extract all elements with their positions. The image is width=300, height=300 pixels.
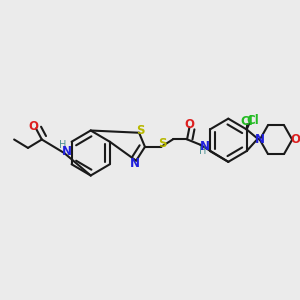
Text: H: H: [199, 146, 206, 156]
Text: N: N: [62, 145, 72, 158]
Text: H: H: [59, 140, 66, 151]
Text: O: O: [290, 133, 300, 146]
Text: N: N: [200, 140, 210, 153]
Text: O: O: [28, 120, 38, 134]
Text: Cl: Cl: [246, 114, 259, 127]
Text: Cl: Cl: [241, 116, 253, 128]
Text: S: S: [136, 124, 145, 137]
Text: N: N: [130, 157, 140, 169]
Text: O: O: [184, 118, 194, 131]
Text: N: N: [255, 133, 265, 146]
Text: S: S: [158, 137, 167, 150]
